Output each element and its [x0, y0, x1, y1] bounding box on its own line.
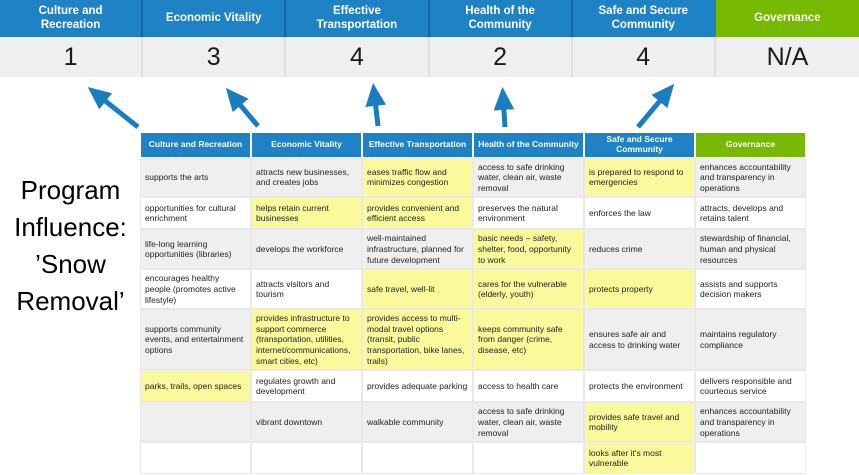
matrix-cell: provides safe travel and mobility — [585, 403, 694, 442]
matrix-row: life-long learning opportunities (librar… — [141, 230, 805, 269]
matrix-table: Culture and Recreation Economic Vitality… — [139, 131, 807, 475]
matrix-cell: protects property — [585, 270, 694, 309]
matrix-cell — [141, 403, 250, 442]
score-health: 2 — [429, 37, 573, 77]
influence-arrow-2 — [225, 87, 260, 128]
matrix-header-health: Health of the Community — [474, 133, 583, 157]
matrix-cell: well-maintained infrastructure, planned … — [363, 230, 472, 269]
matrix-cell: preserves the natural environment — [474, 198, 583, 229]
matrix-cell: maintains regulatory compliance — [696, 310, 805, 370]
matrix-row: encourages healthy people (promotes acti… — [141, 270, 805, 309]
score-transportation: 4 — [286, 37, 430, 77]
matrix-body: supports the arts attracts new businesses… — [141, 158, 805, 474]
matrix-row: vibrant downtown walkable community access… — [141, 403, 805, 442]
matrix-cell: provides infrastructure to support comme… — [252, 310, 361, 370]
matrix-cell: walkable community — [363, 403, 472, 442]
matrix-cell: helps retain current businesses — [252, 198, 361, 229]
influence-arrows — [87, 83, 675, 129]
score-culture: 1 — [0, 37, 144, 77]
matrix-cell: assists and supports decision makers — [696, 270, 805, 309]
matrix-cell: reduces crime — [585, 230, 694, 269]
matrix-header-row: Culture and Recreation Economic Vitality… — [141, 133, 805, 157]
scoreboard: Culture and Recreation Economic Vitality… — [0, 0, 859, 77]
matrix-cell: supports community events, and entertain… — [141, 310, 250, 370]
pillar-header-safety: Safe and Secure Community — [572, 0, 716, 37]
matrix-cell: basic needs – safety, shelter, food, opp… — [474, 230, 583, 269]
matrix-cell: looks after it's most vulnerable — [585, 443, 694, 474]
influence-arrow-3 — [365, 83, 386, 127]
matrix-header-culture: Culture and Recreation — [141, 133, 250, 157]
influence-matrix: Culture and Recreation Economic Vitality… — [139, 131, 807, 475]
matrix-cell: develops the workforce — [252, 230, 361, 269]
matrix-cell: regulates growth and development — [252, 371, 361, 402]
matrix-cell: cares for the vulnerable (elderly, youth… — [474, 270, 583, 309]
pillar-header-governance: Governance — [715, 0, 859, 37]
matrix-cell — [363, 443, 472, 474]
matrix-cell: provides access to multi-modal travel op… — [363, 310, 472, 370]
matrix-cell: opportunities for cultural enrichment — [141, 198, 250, 229]
matrix-row: opportunities for cultural enrichment hel… — [141, 198, 805, 229]
matrix-cell: enhances accountability and transparency… — [696, 158, 805, 197]
matrix-row: supports community events, and entertain… — [141, 310, 805, 370]
matrix-row: supports the arts attracts new businesses… — [141, 158, 805, 197]
matrix-cell: stewardship of financial, human and phys… — [696, 230, 805, 269]
matrix-cell: vibrant downtown — [252, 403, 361, 442]
matrix-cell: ensures safe air and access to drinking … — [585, 310, 694, 370]
matrix-cell: provides convenient and efficient access — [363, 198, 472, 229]
matrix-cell: attracts new businesses, and creates job… — [252, 158, 361, 197]
matrix-cell: attracts, develops and retains talent — [696, 198, 805, 229]
matrix-header-transportation: Effective Transportation — [363, 133, 472, 157]
pillar-header-health: Health of the Community — [429, 0, 573, 37]
matrix-cell: life-long learning opportunities (librar… — [141, 230, 250, 269]
matrix-cell: parks, trails, open spaces — [141, 371, 250, 402]
influence-arrow-4 — [493, 86, 515, 128]
pillar-header-transportation: Effective Transportation — [286, 0, 430, 37]
matrix-cell: access to health care — [474, 371, 583, 402]
matrix-cell: access to safe drinking water, clean air… — [474, 158, 583, 197]
matrix-row: looks after it's most vulnerable — [141, 443, 805, 474]
matrix-header-governance: Governance — [696, 133, 805, 157]
matrix-header-economic: Economic Vitality — [252, 133, 361, 157]
pillar-header-economic: Economic Vitality — [143, 0, 287, 37]
pillar-header-culture: Culture and Recreation — [0, 0, 144, 37]
matrix-cell: eases traffic flow and minimizes congest… — [363, 158, 472, 197]
matrix-cell: encourages healthy people (promotes acti… — [141, 270, 250, 309]
matrix-cell — [474, 443, 583, 474]
influence-arrow-5 — [636, 83, 675, 129]
matrix-cell: is prepared to respond to emergencies — [585, 158, 694, 197]
matrix-cell: provides adequate parking — [363, 371, 472, 402]
score-governance: N/A — [715, 37, 859, 77]
influence-arrow-1 — [87, 86, 140, 129]
matrix-cell: attracts visitors and tourism — [252, 270, 361, 309]
score-economic: 3 — [143, 37, 287, 77]
matrix-cell — [252, 443, 361, 474]
matrix-cell — [696, 443, 805, 474]
matrix-cell: enforces the law — [585, 198, 694, 229]
program-influence-label: Program Influence: ’Snow Removal’ — [14, 175, 127, 316]
matrix-cell: delivers responsible and courteous servi… — [696, 371, 805, 402]
matrix-cell: protects the environment — [585, 371, 694, 402]
matrix-cell: supports the arts — [141, 158, 250, 197]
score-safety: 4 — [572, 37, 716, 77]
matrix-cell: keeps community safe from danger (crime,… — [474, 310, 583, 370]
matrix-cell — [141, 443, 250, 474]
matrix-cell: access to safe drinking water, clean air… — [474, 403, 583, 442]
matrix-cell: enhances accountability and transparency… — [696, 403, 805, 442]
matrix-row: parks, trails, open spaces regulates grow… — [141, 371, 805, 402]
matrix-cell: safe travel, well-lit — [363, 270, 472, 309]
matrix-header-safety: Safe and Secure Community — [585, 133, 694, 157]
